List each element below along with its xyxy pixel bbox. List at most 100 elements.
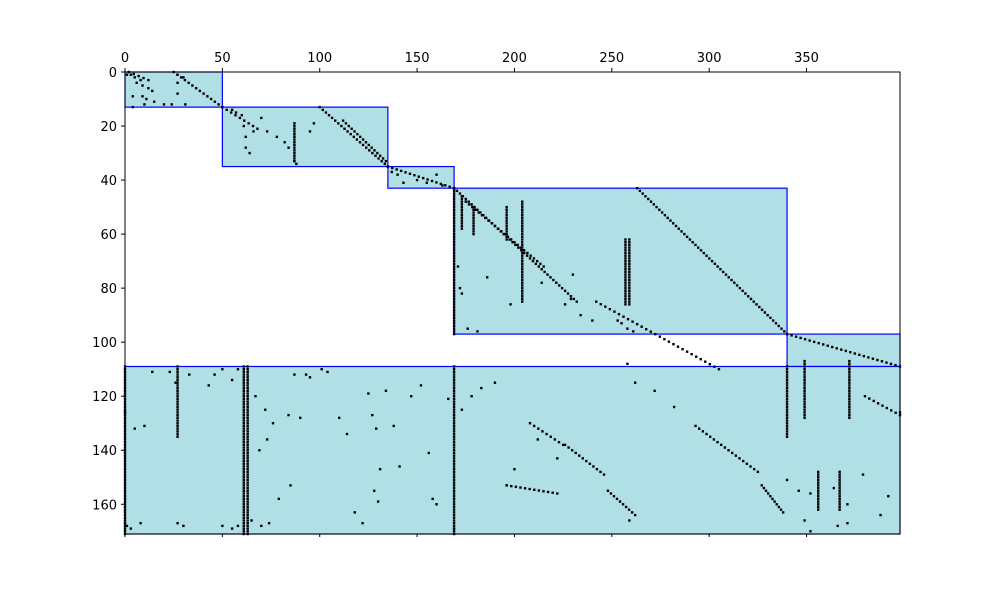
vertical-run-3-point [246, 489, 249, 492]
scatter-point-86 [320, 367, 323, 371]
vertical-run-3-point [246, 454, 249, 457]
diagonal-run-11-point [557, 440, 561, 444]
diagonal-run-0-point [132, 72, 135, 76]
vertical-run-7-point [521, 265, 524, 268]
y-tick-label-120: 120 [92, 390, 117, 405]
diagonal-run-6-point [543, 270, 546, 274]
scatter-point-7 [151, 89, 154, 93]
diagonal-run-7-point [467, 203, 471, 206]
diagonal-run-10-point [867, 356, 870, 359]
vertical-run-6-point [505, 211, 508, 214]
vertical-run-7-point [521, 232, 524, 236]
diagonal-run-16-point [890, 409, 893, 412]
vertical-run-11-point [293, 157, 296, 160]
diagonal-run-7-point [542, 265, 545, 268]
vertical-run-2-point [242, 476, 245, 479]
scatter-point-44 [441, 184, 444, 187]
diagonal-run-2-point [221, 105, 224, 109]
vertical-run-2-point [242, 494, 245, 498]
vertical-run-9-point [624, 270, 627, 274]
vertical-run-3-point [246, 378, 249, 382]
vertical-run-2-point [242, 521, 245, 525]
vertical-run-7-point [521, 246, 524, 249]
vertical-run-3-point [246, 381, 249, 384]
vertical-run-2-point [242, 427, 245, 430]
vertical-run-16-point [817, 500, 820, 503]
vertical-run-12-point [176, 397, 179, 401]
vertical-run-9-point [624, 284, 627, 287]
vertical-run-14-point [803, 362, 806, 365]
vertical-run-15-point [848, 395, 851, 398]
vertical-run-7-point [521, 262, 524, 266]
vertical-run-1-point [452, 470, 456, 474]
diagonal-run-9-point [608, 307, 612, 311]
vertical-run-2-point [242, 527, 245, 530]
vertical-run-0-point [452, 238, 456, 241]
vertical-run-2-point [242, 384, 245, 387]
diagonal-run-13-point [730, 451, 734, 455]
diagonal-run-7-point [503, 232, 506, 236]
vertical-run-0-point [452, 316, 456, 320]
vertical-run-1-point [452, 443, 456, 447]
vertical-run-14-point [803, 367, 806, 371]
diagonal-run-9-point [681, 347, 684, 351]
diagonal-run-4-point [381, 157, 385, 160]
vertical-run-13-point [785, 403, 789, 406]
vertical-run-15-point [848, 367, 851, 371]
vertical-run-16-point [817, 497, 820, 501]
diagonal-run-7-point [513, 241, 516, 244]
vertical-run-7-point [521, 278, 524, 282]
vertical-run-0-point [452, 276, 456, 279]
diagonal-run-7-point [497, 227, 500, 230]
scatter-point-118 [797, 489, 800, 492]
vertical-run-9-point [624, 289, 627, 293]
scatter-point-97 [392, 424, 395, 428]
vertical-run-11-point [293, 130, 296, 133]
diagonal-run-7-point [484, 216, 487, 220]
scatter-point-46 [458, 286, 462, 290]
scatter-point-123 [879, 513, 882, 517]
vertical-run-3-point [246, 427, 249, 430]
y-tick-label-60: 60 [100, 228, 117, 243]
diagonal-run-7-point [464, 200, 467, 203]
y-tick-label-140: 140 [92, 444, 117, 459]
vertical-run-3-point [246, 424, 249, 428]
diagonal-run-5-point [417, 175, 420, 178]
vertical-run-15-point [848, 400, 851, 403]
vertical-run-14-point [803, 397, 806, 401]
vertical-run-14-point [803, 403, 806, 406]
diagonal-run-6-point [552, 278, 555, 282]
vertical-run-1-point [452, 494, 456, 498]
vertical-run-1-point [452, 413, 456, 417]
vertical-run-7-point [521, 286, 524, 290]
scatter-point-19 [131, 105, 134, 109]
scatter-point-116 [672, 405, 676, 409]
diagonal-run-11-point [528, 422, 532, 425]
vertical-run-7-point [521, 211, 524, 214]
scatter-point-78 [271, 422, 275, 425]
diagonal-run-4-point [350, 127, 353, 130]
vertical-run-12-point [176, 370, 179, 374]
diagonal-run-4-point [344, 122, 348, 125]
diagonal-run-17-point [523, 487, 527, 490]
block-3 [453, 187, 788, 335]
diagonal-run-1-point [183, 78, 187, 82]
vertical-run-3-point [246, 446, 249, 449]
diagonal-run-8-point [663, 213, 667, 217]
scatter-point-88 [337, 416, 341, 420]
vertical-run-6-point [505, 208, 508, 211]
vertical-run-13-point [785, 389, 789, 393]
vertical-run-0-point [452, 243, 456, 247]
vertical-run-12-point [176, 395, 179, 398]
vertical-run-1-point [452, 422, 456, 425]
diagonal-run-7-point [529, 254, 532, 257]
vertical-run-15-point [848, 359, 851, 363]
vertical-run-9-point [624, 295, 627, 298]
diagonal-run-8-point [699, 249, 703, 252]
vertical-run-0-point [452, 235, 456, 239]
vertical-run-7-point [521, 289, 524, 293]
scatter-point-22 [234, 111, 238, 114]
vertical-run-1-point [452, 484, 456, 487]
vertical-run-3-point [246, 370, 249, 374]
vertical-run-0-point [452, 200, 456, 203]
